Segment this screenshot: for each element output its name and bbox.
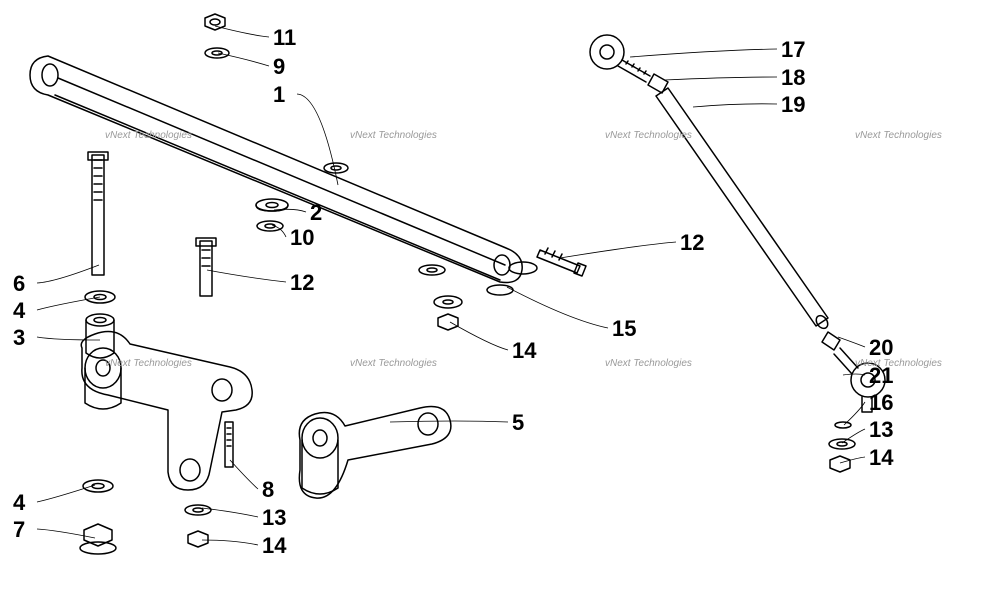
callout-leader xyxy=(37,529,95,538)
diagram-container: 1191210643121215145171819202116131447813… xyxy=(0,0,982,615)
callout-leader xyxy=(37,265,99,283)
callout-label-12: 12 xyxy=(290,270,314,296)
callout-label-14: 14 xyxy=(262,533,286,559)
part-bolt-12a xyxy=(196,238,216,296)
part-idler-arm xyxy=(299,407,451,499)
part-bolt-12b xyxy=(537,248,586,276)
callout-leader xyxy=(630,49,777,57)
callout-leader xyxy=(37,485,95,502)
callout-label-17: 17 xyxy=(781,37,805,63)
part-tie-rod xyxy=(590,35,885,412)
callout-label-9: 9 xyxy=(273,54,285,80)
callout-leader xyxy=(838,337,865,347)
callout-leader xyxy=(37,297,100,310)
callout-label-21: 21 xyxy=(869,363,893,389)
callout-leader xyxy=(843,374,865,375)
callout-leader xyxy=(297,94,338,185)
callout-label-6: 6 xyxy=(13,271,25,297)
part-nut-14b xyxy=(438,314,458,330)
part-washer-13b xyxy=(829,439,855,449)
callout-label-19: 19 xyxy=(781,92,805,118)
part-bolt-8 xyxy=(225,422,233,467)
callout-label-13: 13 xyxy=(262,505,286,531)
callout-label-14: 14 xyxy=(869,445,893,471)
callout-leader xyxy=(218,53,269,66)
callout-leader xyxy=(202,540,258,545)
callout-label-5: 5 xyxy=(512,410,524,436)
callout-leader xyxy=(664,77,777,80)
callout-label-20: 20 xyxy=(869,335,893,361)
callout-label-4: 4 xyxy=(13,490,25,516)
part-washer-13a xyxy=(185,505,211,515)
callout-label-7: 7 xyxy=(13,517,25,543)
callout-label-8: 8 xyxy=(262,477,274,503)
callout-leader xyxy=(230,460,258,489)
callout-label-18: 18 xyxy=(781,65,805,91)
callout-label-1: 1 xyxy=(273,82,285,108)
callout-label-3: 3 xyxy=(13,325,25,351)
callout-leader xyxy=(693,104,777,107)
part-washer-10 xyxy=(257,221,283,231)
callout-leader xyxy=(37,337,100,340)
parts-diagram-svg xyxy=(0,0,982,615)
part-nut-7 xyxy=(80,524,116,554)
callout-label-4: 4 xyxy=(13,298,25,324)
part-bellcrank-left xyxy=(81,332,252,490)
part-nut-14c xyxy=(830,456,850,472)
callout-leader xyxy=(390,421,508,422)
callout-label-10: 10 xyxy=(290,225,314,251)
callout-label-2: 2 xyxy=(310,200,322,226)
callout-label-13: 13 xyxy=(869,417,893,443)
part-washer-4b xyxy=(83,480,113,492)
callout-leader xyxy=(215,26,269,37)
callout-leader xyxy=(507,287,608,328)
part-ring-16 xyxy=(835,422,851,428)
callout-label-16: 16 xyxy=(869,390,893,416)
callout-label-11: 11 xyxy=(273,25,296,51)
part-bolt-6 xyxy=(88,152,108,275)
part-washer-9 xyxy=(205,48,229,58)
callout-leader xyxy=(207,270,286,282)
callout-label-12: 12 xyxy=(680,230,704,256)
part-nut-14a xyxy=(188,531,208,547)
callout-label-15: 15 xyxy=(612,316,636,342)
callout-label-14: 14 xyxy=(512,338,536,364)
callout-leader xyxy=(560,242,676,258)
